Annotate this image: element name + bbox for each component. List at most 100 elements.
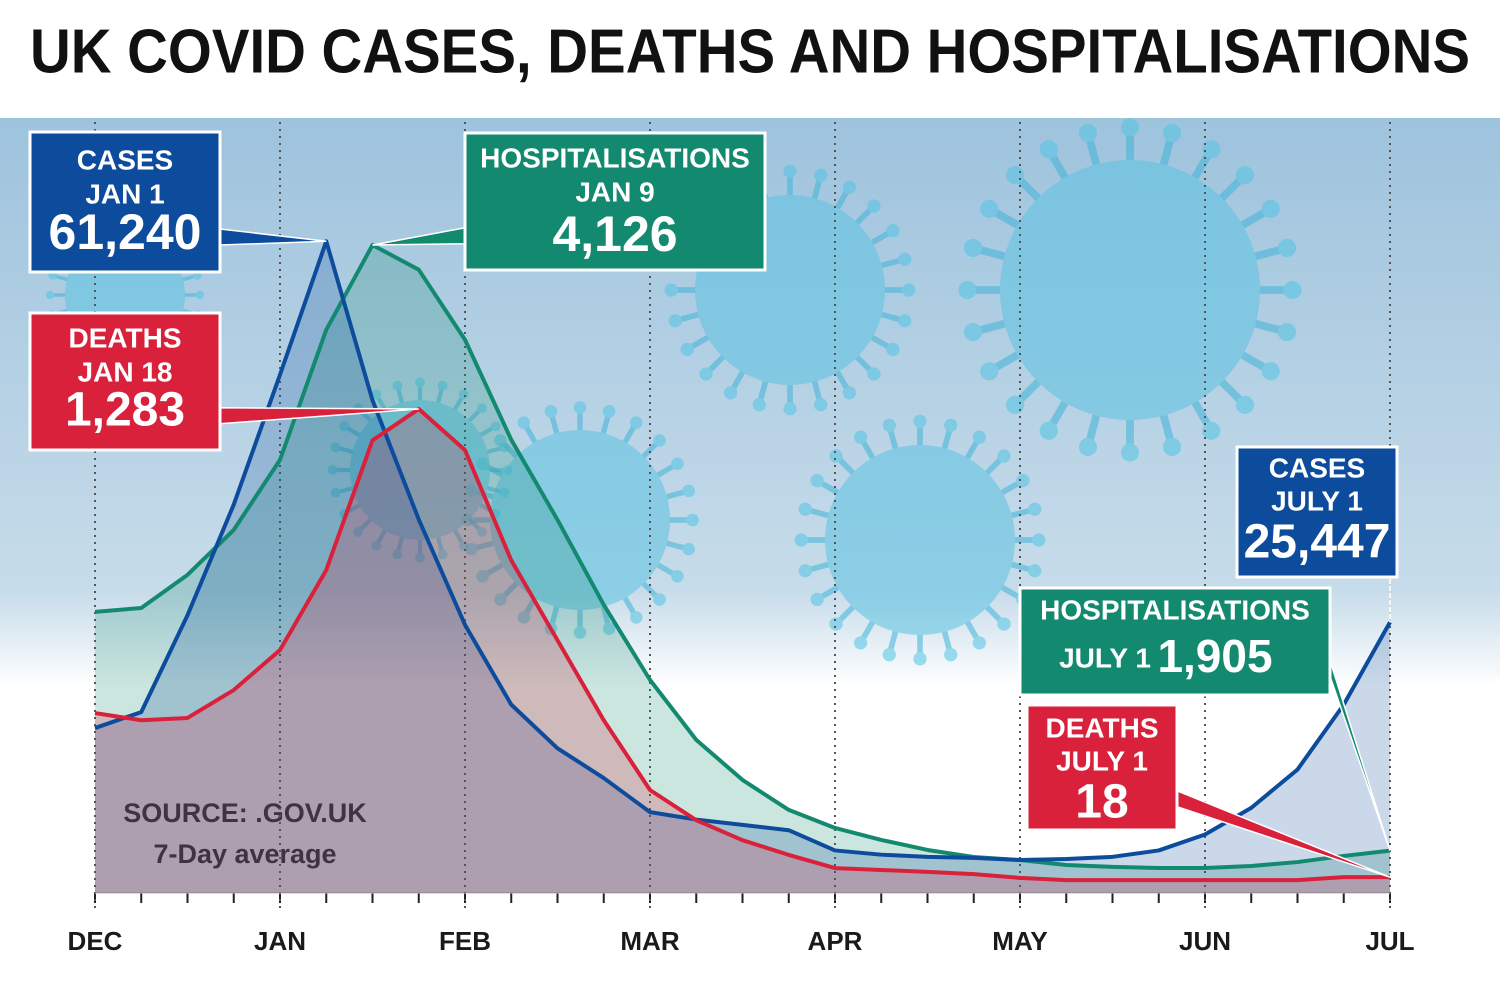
callout-label: JULY 1 [1056,745,1148,776]
virus-tip [853,430,868,444]
virus [461,401,699,639]
virus-tip [1028,564,1042,578]
virus-tip [458,389,469,400]
line [94,243,1391,871]
virus-tip [913,414,927,428]
callout-label: DEATHS [68,322,181,353]
virus-tip [997,449,1011,463]
virus-tip [882,648,896,662]
virus-tip [653,593,666,606]
virus-tip [195,290,205,300]
note: 7-Day average [153,839,336,869]
callout-value: 1,283 [65,384,185,437]
x-tick-label: DEC [68,926,123,956]
virus-tip [339,421,350,432]
virus-tip [972,430,987,444]
virus-tip [867,199,881,213]
virus-tip [1078,123,1098,143]
virus-tip [1039,140,1058,159]
virus-tip [783,164,797,178]
virus-tip [794,533,808,547]
virus-tip [573,626,587,639]
virus-tip [1202,140,1221,159]
virus-tip [499,487,510,498]
chart-title: UK COVID CASES, DEATHS AND HOSPITALISATI… [30,17,1470,86]
virus-tip [699,367,713,381]
virus-tip [898,314,912,328]
virus-tip [1005,165,1025,185]
virus-tip [963,322,983,342]
callout-box [28,311,222,452]
virus-tip [867,367,881,381]
virus-tip [972,636,987,650]
virus-tip [814,398,828,412]
source: SOURCE: .GOV.UK [123,798,367,828]
virus-tip [392,549,403,560]
virus-tip [963,238,983,258]
virus-tip [517,416,531,429]
virus-tip [327,465,338,475]
virus-tip [544,405,558,418]
area [95,241,1390,893]
callout-value: 25,447 [1244,516,1391,569]
virus-tip [997,617,1011,631]
callout-label: HOSPITALISATIONS [1040,594,1310,625]
virus-tip [573,401,587,414]
callout-label: CASES [77,144,173,175]
callout-value: 18 [1075,776,1128,829]
virus-tip [664,283,678,297]
virus-tip [842,180,857,194]
callout-box [1018,586,1332,697]
virus-tip [682,484,695,498]
callout-value: 61,240 [49,204,202,260]
virus-tip [494,593,507,606]
virus-tip [783,402,797,416]
virus-tip [680,342,694,357]
x-tick-label: JUN [1179,926,1231,956]
virus-tip [1235,165,1255,185]
virus-body [1000,160,1260,420]
x-tick-label: MAR [620,926,679,956]
virus-body [490,430,670,610]
virus-tip [886,342,900,357]
virus-tip [602,622,616,635]
virus-tip [1016,473,1030,488]
virus-tip [499,442,510,453]
virus-tip [944,648,958,662]
virus-tip [752,398,766,412]
virus-tip [1202,421,1221,440]
callout-label: JULY 1 [1271,485,1363,516]
virus-tip [476,569,489,583]
virus-tip [1032,533,1046,547]
virus-tip [1162,123,1182,143]
virus-tip [902,283,916,297]
virus-tip [958,280,977,300]
callout-box [1025,703,1179,832]
virus-tip [944,418,958,432]
virus-tip [1261,199,1280,218]
virus-tip [629,416,643,429]
virus-tip [415,377,425,388]
x-tick-label: FEB [439,926,491,956]
virus-tip [842,386,857,400]
callout-label: JAN 9 [575,176,654,207]
callout-label: DEATHS [1045,712,1158,743]
virus [958,118,1302,462]
line [94,406,1390,883]
virus-tip [1277,238,1297,258]
virus-body [825,445,1015,635]
virus-tip [353,526,364,537]
virus-tip [437,549,448,560]
virus-tip [682,542,695,556]
virus-tip [829,617,843,631]
callout-box [28,130,222,274]
virus-tip [1261,362,1280,381]
virus-tip [1120,443,1140,462]
virus-tip [671,457,684,471]
callout-label: JAN 1 [85,178,164,209]
virus-tip [371,389,382,400]
virus-tip [1283,280,1302,300]
callout-label: JAN 18 [78,356,173,387]
